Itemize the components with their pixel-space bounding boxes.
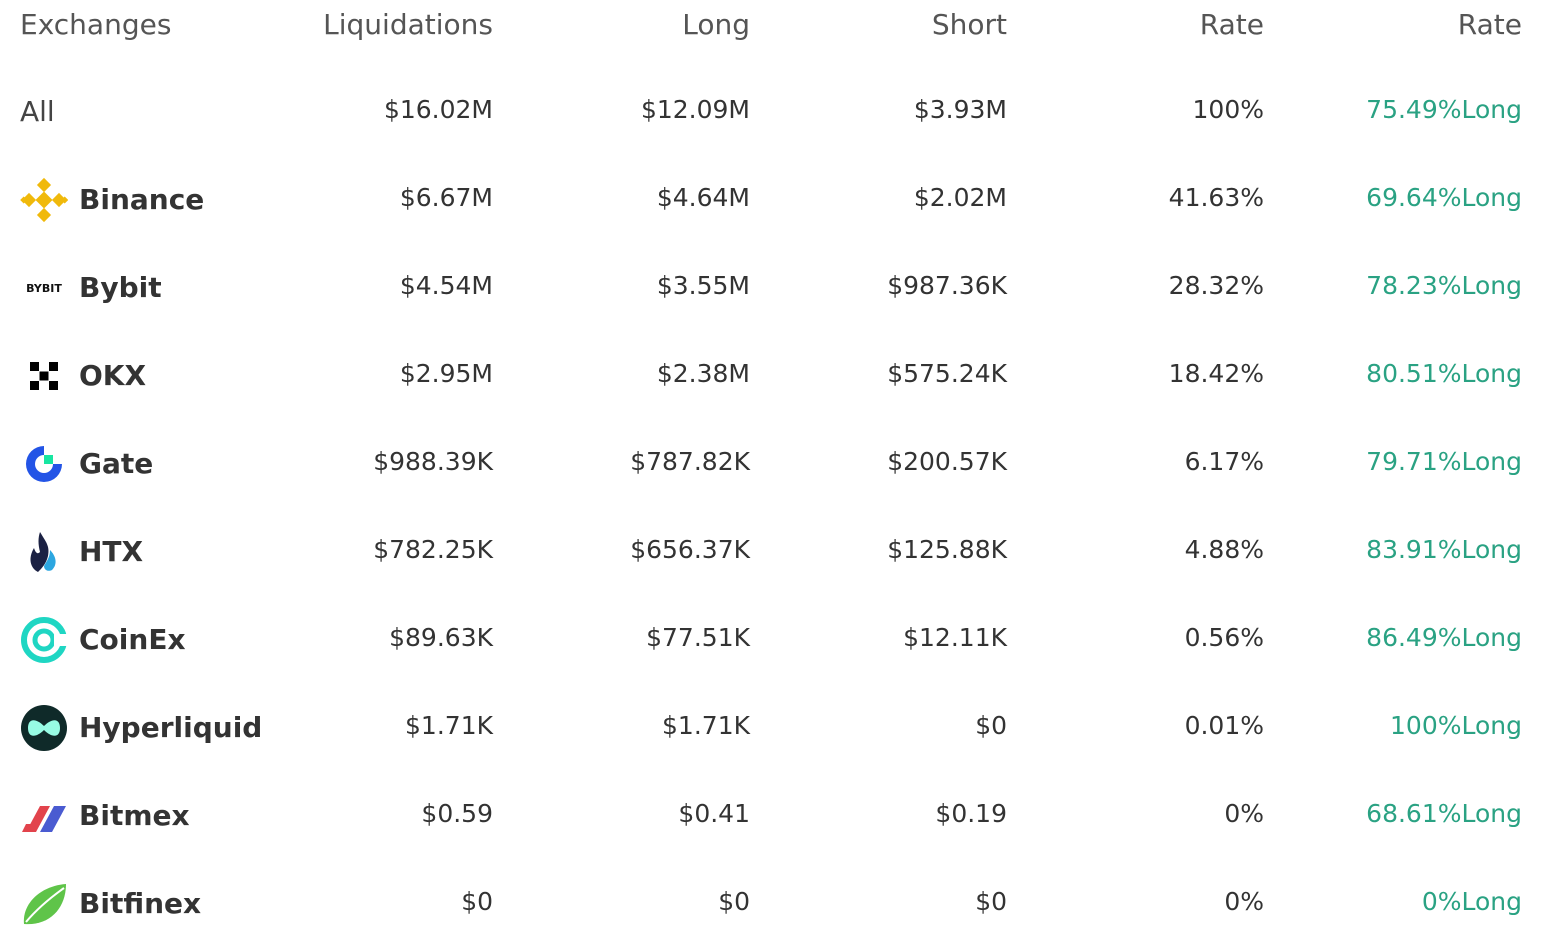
exchange-logo <box>22 806 66 832</box>
value: $0 <box>461 887 493 916</box>
value: 41.63% <box>1168 183 1264 212</box>
exchange-logo <box>30 362 58 390</box>
value: $0 <box>975 887 1007 916</box>
value: $782.25K <box>373 535 493 564</box>
value: $4.64M <box>656 183 750 212</box>
exchange-logo <box>21 617 68 663</box>
value: $988.39K <box>373 447 493 476</box>
value: $16.02M <box>383 95 493 124</box>
column-header: Exchanges <box>20 8 172 41</box>
value: 6.17% <box>1184 447 1264 476</box>
long-rate: 100%Long <box>1390 711 1522 740</box>
value: $3.93M <box>913 95 1007 124</box>
exchange-logo <box>26 446 62 482</box>
long-rate: 0%Long <box>1421 887 1522 916</box>
value: 18.42% <box>1168 359 1264 388</box>
column-header: Liquidations <box>323 8 493 41</box>
value: $0.19 <box>935 799 1007 828</box>
value: $1.71K <box>405 711 493 740</box>
long-rate: 83.91%Long <box>1366 535 1522 564</box>
logo-text: BYBIT <box>26 282 62 295</box>
value: $0 <box>975 711 1007 740</box>
exchange-name: Bitmex <box>79 799 190 832</box>
exchange-logo <box>30 532 56 572</box>
value: $200.57K <box>887 447 1007 476</box>
long-rate: 68.61%Long <box>1366 799 1522 828</box>
value: $125.88K <box>887 535 1007 564</box>
column-header: Long <box>682 8 750 41</box>
value: 0% <box>1224 887 1264 916</box>
exchange-name: Bybit <box>79 271 162 304</box>
exchange-logo <box>21 705 67 751</box>
value: $12.09M <box>640 95 750 124</box>
value: 0% <box>1224 799 1264 828</box>
value: $0.41 <box>678 799 750 828</box>
long-rate: 78.23%Long <box>1366 271 1522 300</box>
value: $0 <box>718 887 750 916</box>
column-header: Rate <box>1199 8 1264 41</box>
column-header: Short <box>931 8 1007 41</box>
value: $987.36K <box>887 271 1007 300</box>
long-rate: 79.71%Long <box>1366 447 1522 476</box>
long-rate: 80.51%Long <box>1366 359 1522 388</box>
value: $2.95M <box>399 359 493 388</box>
exchange-name: Hyperliquid <box>79 711 263 744</box>
value: 28.32% <box>1168 271 1264 300</box>
exchange-name: HTX <box>79 535 144 568</box>
value: $4.54M <box>399 271 493 300</box>
exchange-logo <box>23 884 66 925</box>
value: $2.02M <box>913 183 1007 212</box>
value: $2.38M <box>656 359 750 388</box>
value: $1.71K <box>662 711 750 740</box>
long-rate: 69.64%Long <box>1366 183 1522 212</box>
value: $12.11K <box>903 623 1007 652</box>
value: $0.59 <box>421 799 493 828</box>
value: 0.01% <box>1184 711 1264 740</box>
value: $77.51K <box>646 623 750 652</box>
value: 100% <box>1192 95 1264 124</box>
value: 0.56% <box>1184 623 1264 652</box>
value: $6.67M <box>399 183 493 212</box>
exchange-name: Gate <box>79 447 154 480</box>
long-rate: 86.49%Long <box>1366 623 1522 652</box>
value: $656.37K <box>630 535 750 564</box>
exchange-name: Bitfinex <box>79 887 202 920</box>
exchange-name: OKX <box>79 359 147 392</box>
row-label: All <box>20 95 55 128</box>
long-rate: 75.49%Long <box>1366 95 1522 124</box>
exchange-logo <box>20 177 68 223</box>
value: 4.88% <box>1184 535 1264 564</box>
value: $3.55M <box>656 271 750 300</box>
value: $575.24K <box>887 359 1007 388</box>
value: $89.63K <box>389 623 493 652</box>
value: $787.82K <box>630 447 750 476</box>
exchange-name: Binance <box>79 183 205 216</box>
exchange-logo: BYBIT <box>26 282 62 295</box>
column-header: Rate <box>1457 8 1522 41</box>
exchange-name: CoinEx <box>79 623 186 656</box>
